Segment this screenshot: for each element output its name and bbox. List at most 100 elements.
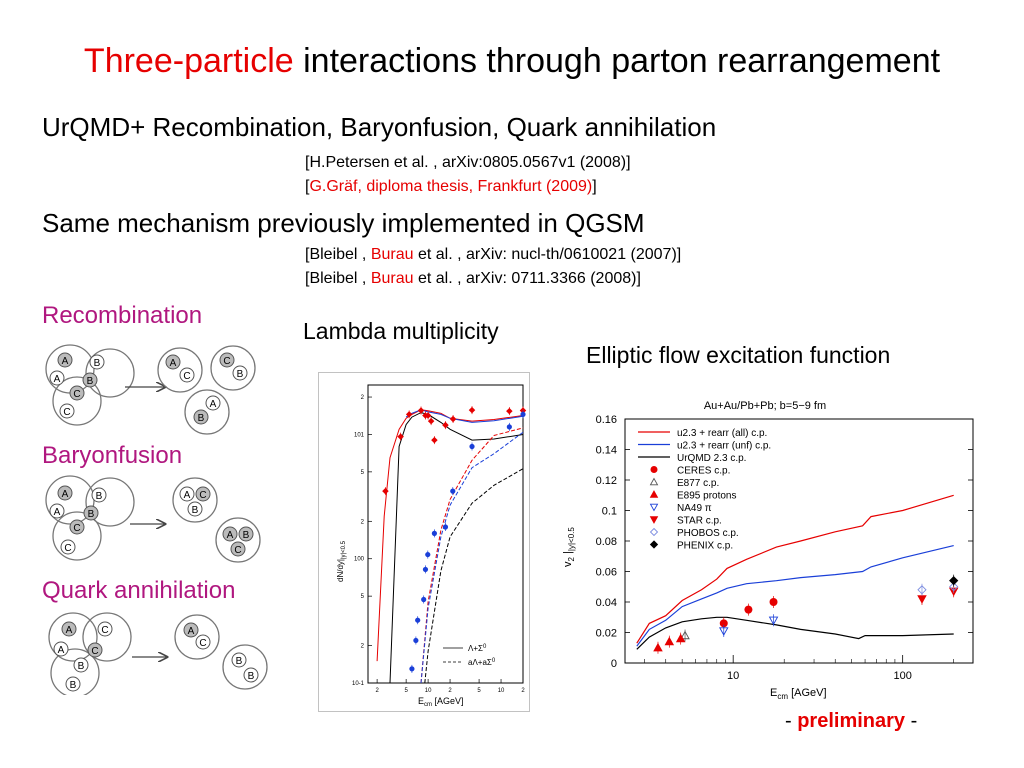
reference-petersen: [H.Petersen et al. , arXiv:0805.0567v1 (… — [305, 154, 631, 171]
data-point — [425, 551, 431, 558]
y-tick-label: 0.12 — [596, 475, 617, 487]
data-point — [421, 596, 427, 603]
quark-annihilation-diagram: A C A C B B A C B B — [48, 612, 268, 695]
marker-circle — [744, 605, 753, 614]
svg-text:A: A — [54, 507, 61, 518]
lambda-model-blue-line — [405, 409, 524, 423]
quark-b: B — [243, 667, 259, 683]
data-point — [431, 530, 437, 536]
quark-b: B — [193, 409, 209, 425]
marker-triangle-down — [917, 595, 927, 604]
y-tick-label: 100 — [354, 557, 365, 563]
quark-c: C — [69, 519, 85, 535]
quark-b: B — [73, 657, 89, 673]
qgsm-line: Same mechanism previously implemented in… — [42, 208, 645, 238]
y-tick-label: 0.04 — [596, 597, 617, 609]
legend-entry: u2.3 + rearr (unf) c.p. — [677, 441, 771, 452]
chart-title: Au+Au/Pb+Pb; b=5−9 fm — [704, 400, 826, 412]
x-tick-label: 10 — [425, 688, 432, 694]
quark-c: C — [69, 385, 85, 401]
svg-text:A: A — [54, 374, 61, 385]
legend: u2.3 + rearr (all) c.p. u2.3 + rearr (unf… — [638, 428, 771, 552]
svg-text:A: A — [58, 645, 65, 656]
reference-bleibel-2: [Bleibel , Burau et al. , arXiv: 0711.33… — [305, 270, 641, 287]
svg-text:C: C — [199, 638, 206, 649]
marker-triangle-down-open — [719, 627, 729, 636]
data-point — [450, 488, 456, 494]
marker-triangle-down-open — [649, 503, 659, 512]
svg-text:C: C — [63, 407, 70, 418]
quark-c: C — [87, 642, 103, 658]
svg-text:A: A — [227, 530, 234, 541]
reference-graef-red: G.Gräf, diploma thesis, Frankfurt (2009) — [309, 178, 593, 195]
series-line — [636, 494, 954, 644]
marker-circle — [769, 598, 778, 606]
svg-text:A: A — [210, 399, 217, 410]
legend-entry: E895 protons — [677, 491, 737, 502]
legend-entry: E877 c.p. — [677, 478, 719, 489]
elliptic-flow-label: Elliptic flow excitation function — [586, 342, 891, 368]
series-line — [636, 545, 954, 647]
y-tick-label: 2 — [361, 519, 365, 525]
quark-b: B — [83, 505, 99, 521]
data-point — [424, 412, 432, 419]
title-rest: interactions through parton rearrangemen… — [293, 42, 941, 80]
quark-b: B — [89, 354, 105, 370]
legend-entry: UrQMD 2.3 c.p. — [677, 453, 746, 464]
quark-c: C — [195, 486, 211, 502]
svg-text:A: A — [62, 356, 69, 367]
baryonfusion-diagram: A B A B C C A C B A B C — [45, 475, 261, 563]
slide-title: Three-particle interactions through part… — [0, 42, 1024, 81]
svg-text:B: B — [94, 358, 101, 369]
legend-entry: PHOBOS c.p. — [677, 528, 739, 539]
y-tick-label: 0.14 — [596, 445, 617, 457]
legend-entry: STAR c.p. — [677, 516, 722, 527]
recombination-diagram: A B A B C C A C C B A B — [45, 344, 256, 435]
quark-a: A — [61, 621, 77, 637]
y-axis-label: v2 ||y|<0.5 — [562, 527, 576, 567]
y-tick-label: 0.16 — [596, 414, 617, 426]
reference-bleibel-1: [Bleibel , Burau et al. , arXiv: nucl-th… — [305, 246, 682, 263]
marker-diamond — [649, 540, 659, 549]
antilambda-model-black-line — [424, 468, 524, 684]
x-tick-label: 5 — [477, 688, 481, 694]
data-point — [469, 443, 475, 450]
y-tick-label: 0.02 — [596, 628, 617, 640]
marker-triangle — [664, 636, 675, 646]
quark-a: A — [222, 526, 238, 542]
lambda-multiplicity-label: Lambda multiplicity — [303, 318, 499, 344]
quark-c: C — [179, 367, 195, 383]
x-tick-label: 100 — [893, 670, 911, 682]
svg-text:C: C — [223, 356, 230, 367]
legend-antilambda-sigma: aΛ+aΣ0 — [468, 658, 496, 667]
quark-c: C — [97, 621, 113, 637]
quark-a: A — [57, 352, 73, 368]
svg-text:C: C — [199, 490, 206, 501]
marker-triangle-down — [649, 516, 659, 524]
quark-c: C — [59, 403, 75, 419]
data-point — [520, 411, 526, 417]
legend-lambda-sigma: Λ+Σ0 — [468, 644, 487, 653]
legend-entry: PHENIX c.p. — [677, 541, 733, 552]
svg-text:B: B — [198, 413, 205, 424]
quark-a: A — [49, 503, 65, 519]
svg-text:B: B — [236, 656, 243, 667]
quark-a: A — [165, 354, 181, 370]
quark-b: B — [231, 652, 247, 668]
y-tick-label: 0.1 — [602, 506, 617, 518]
x-tick-label: 10 — [498, 688, 505, 694]
marker-circle — [650, 466, 658, 473]
quark-a: A — [183, 622, 199, 638]
quark-a: A — [205, 395, 221, 411]
series-line — [636, 616, 954, 650]
preliminary-note: - preliminary - — [785, 710, 918, 732]
data-point — [442, 421, 449, 429]
quark-a: A — [57, 485, 73, 501]
x-tick-label: 2 — [521, 688, 525, 694]
marker-diamond-open — [649, 527, 659, 537]
lambda-multiplicity-chart: 2 5 10 2 5 10 2 10-1 2 5 100 2 5 101 2 dN/dy||y|<0.5 E… — [318, 372, 530, 712]
svg-text:A: A — [188, 626, 195, 637]
svg-text:B: B — [78, 661, 85, 672]
x-axis-label: Ecm [AGeV] — [418, 696, 464, 708]
x-tick-label: 10 — [727, 670, 739, 682]
